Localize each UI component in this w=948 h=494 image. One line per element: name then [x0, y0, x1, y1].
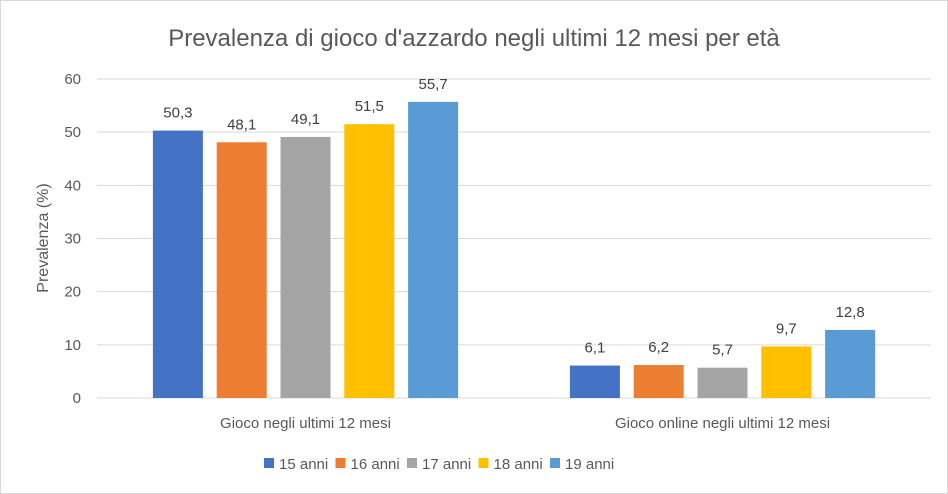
bar-15-anni-1	[152, 130, 203, 399]
data-label: 51,5	[355, 98, 384, 115]
data-label: 6,1	[584, 340, 605, 357]
legend-label: 19 anni	[565, 456, 614, 473]
y-axis-ticks: 0 10 20 30 40 50 60	[64, 71, 81, 407]
x-category-label: Gioco online negli ultimi 12 mesi	[615, 415, 830, 432]
data-labels: 50,3 48,1 49,1 51,5 55,7 6,1 6,2 5,7 9,7 12,8	[163, 76, 864, 359]
data-label: 55,7	[418, 76, 447, 93]
bar-18-anni-1	[344, 124, 395, 399]
data-label: 9,7	[776, 320, 797, 337]
bar-19-anni-1	[408, 101, 459, 398]
bar-15-anni-2	[569, 365, 620, 398]
data-label: 48,1	[227, 116, 256, 133]
legend: 15 anni 16 anni 17 anni 18 anni 19 anni	[264, 456, 614, 473]
y-tick-label: 10	[64, 337, 81, 354]
data-label: 49,1	[291, 111, 320, 128]
legend-swatch	[335, 458, 346, 468]
y-axis-title: Prevalenza (%)	[35, 183, 52, 292]
data-label: 6,2	[648, 339, 669, 356]
x-axis-categories: Gioco negli ultimi 12 mesi Gioco online n…	[220, 415, 830, 432]
y-tick-label: 20	[64, 284, 81, 301]
y-tick-label: 30	[64, 231, 81, 248]
bar-16-anni-1	[216, 142, 267, 398]
legend-label: 15 anni	[279, 456, 328, 473]
data-label: 12,8	[835, 304, 864, 321]
legend-swatch	[407, 458, 417, 468]
bars	[152, 101, 876, 399]
x-category-label: Gioco negli ultimi 12 mesi	[220, 415, 391, 432]
chart-title: Prevalenza di gioco d'azzardo negli ulti…	[168, 25, 780, 52]
bar-19-anni-2	[825, 329, 876, 398]
legend-swatch	[550, 458, 560, 468]
legend-swatch	[264, 458, 274, 468]
legend-label: 16 anni	[351, 456, 400, 473]
bar-17-anni-1	[280, 136, 331, 398]
bar-16-anni-2	[633, 365, 684, 398]
y-tick-label: 0	[73, 390, 81, 407]
data-label: 50,3	[163, 105, 192, 122]
legend-label: 17 anni	[422, 456, 471, 473]
data-label: 5,7	[712, 342, 733, 359]
y-tick-label: 60	[64, 71, 81, 88]
bar-18-anni-2	[761, 346, 812, 398]
legend-label: 18 anni	[494, 456, 543, 473]
y-tick-label: 40	[64, 177, 81, 194]
legend-swatch	[478, 458, 489, 468]
bar-17-anni-2	[697, 367, 748, 398]
y-tick-label: 50	[64, 124, 81, 141]
